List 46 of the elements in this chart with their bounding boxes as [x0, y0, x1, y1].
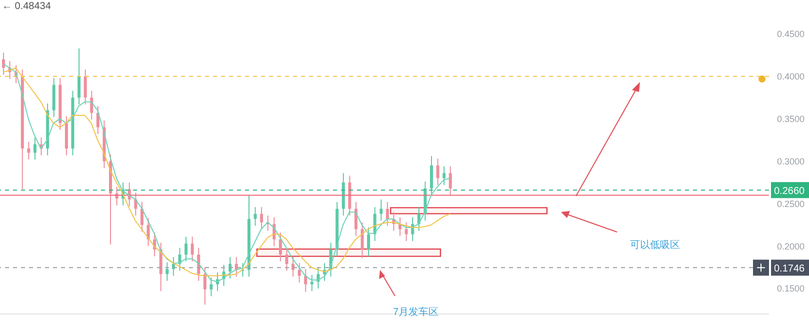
candlestick [386, 201, 389, 226]
candlestick [448, 166, 452, 196]
candlestick [96, 106, 100, 135]
candlestick [354, 201, 358, 236]
candlestick [78, 48, 81, 105]
candlestick [210, 277, 213, 297]
y-tick-label: 0.3000 [777, 156, 805, 166]
candlestick [310, 274, 314, 292]
ref-line-label: 0.2660 [774, 186, 806, 198]
candlestick [166, 262, 169, 282]
candlestick [184, 236, 188, 262]
candlestick [404, 222, 408, 242]
candlestick [442, 166, 446, 186]
candlestick [146, 218, 150, 247]
candlestick [304, 268, 308, 292]
candlestick [367, 226, 370, 257]
y-tick-label: 0.1500 [777, 284, 805, 294]
candlestick [285, 247, 288, 272]
candlestick [278, 232, 282, 262]
annotation: ← 0.48434 [2, 1, 51, 12]
text: 可以低吸区 [630, 238, 680, 252]
candlestick [254, 206, 257, 226]
y-tick-label: 0.4000 [777, 72, 805, 82]
candlestick [84, 69, 87, 105]
candlestick [134, 192, 138, 216]
y-tick-label: 0.4500 [777, 29, 805, 40]
candlestick [90, 90, 94, 120]
annotation: 7月发车区 [393, 306, 439, 319]
candlestick [298, 262, 301, 284]
candlestick [292, 256, 295, 278]
candlestick [2, 52, 5, 76]
candlestick [190, 236, 194, 262]
ref-line-label: 0.1746 [774, 264, 806, 275]
candlestick [380, 198, 383, 222]
candlestick [27, 141, 30, 160]
y-tick-label: 0.2000 [777, 241, 805, 252]
candlestick [360, 222, 364, 258]
y-tick-label: 0.2500 [777, 198, 805, 209]
candlestick [140, 201, 144, 232]
candlestick [316, 266, 320, 290]
candlestick [430, 156, 433, 196]
candlestick [260, 206, 264, 230]
candlestick [203, 266, 206, 306]
candlestick [33, 136, 36, 160]
y-tick-label: 0.3500 [777, 114, 805, 124]
candlestick [436, 158, 440, 186]
